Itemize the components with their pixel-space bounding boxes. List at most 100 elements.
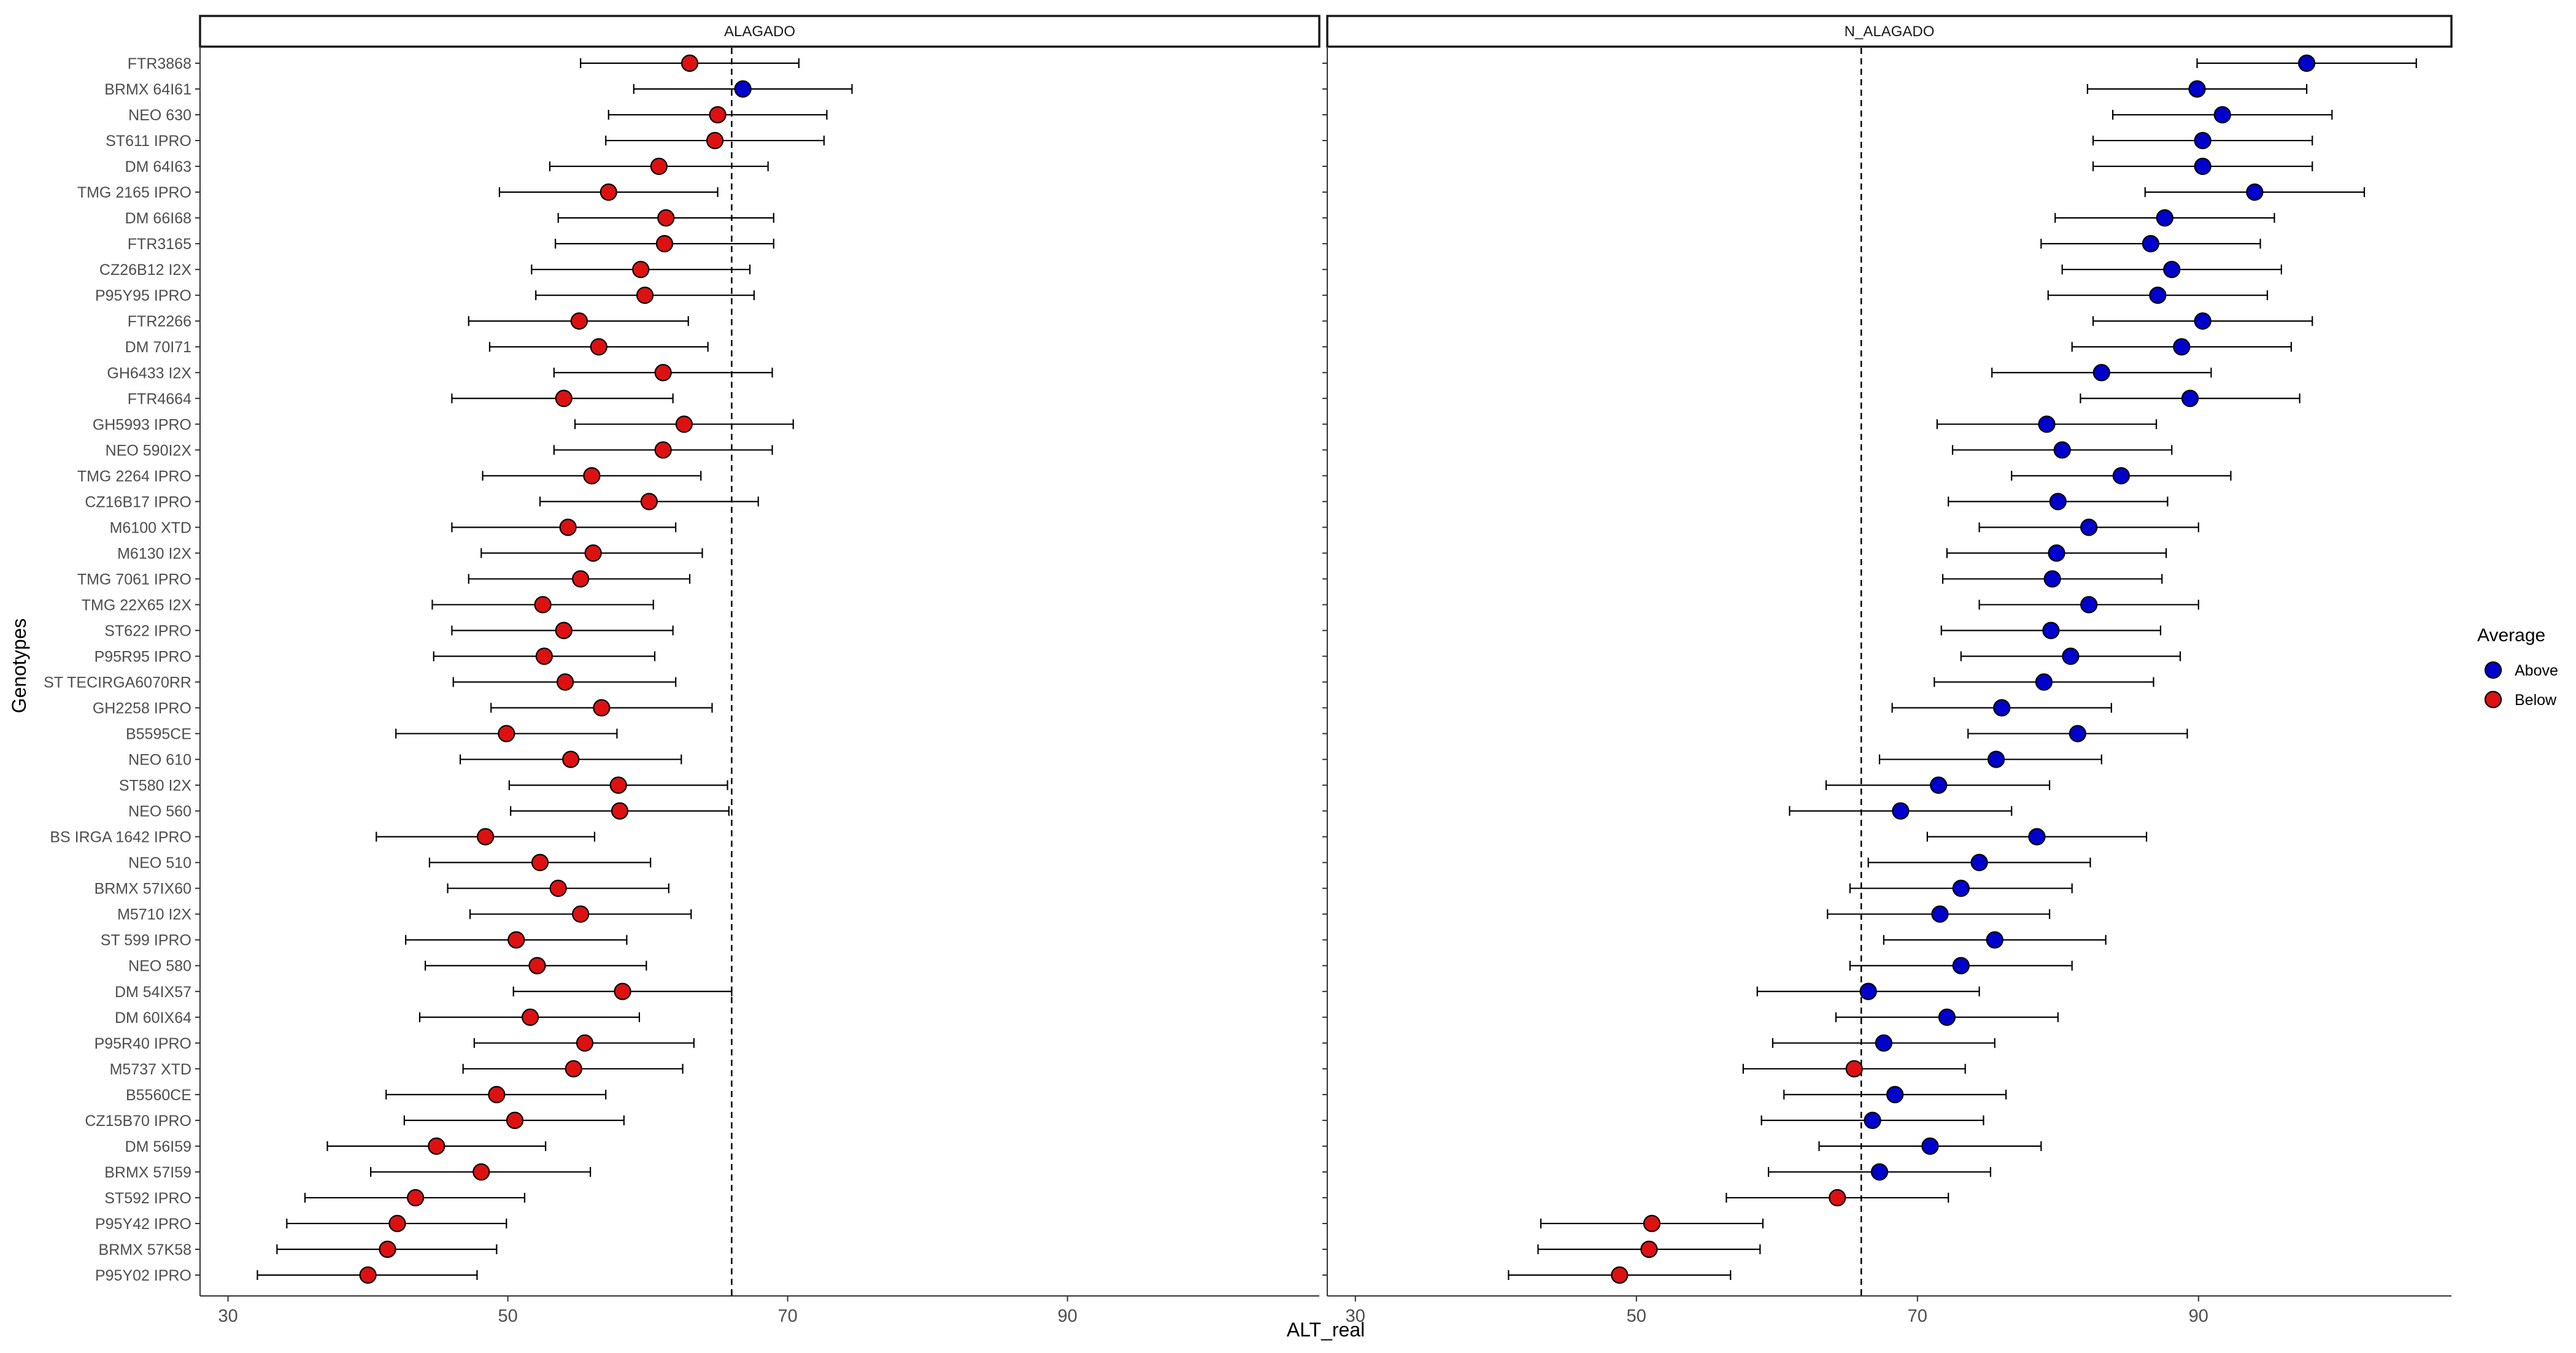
- data-point: [576, 1034, 594, 1052]
- y-tick-label: DM 56I59: [125, 1138, 191, 1155]
- data-point: [1952, 879, 1970, 897]
- y-tick-label: ST 599 IPRO: [101, 932, 191, 949]
- y-tick-label: BRMX 57K58: [99, 1241, 191, 1259]
- data-point: [1859, 982, 1877, 1000]
- data-point: [2028, 828, 2046, 846]
- y-tick-label: DM 64I63: [125, 158, 191, 175]
- x-axis-title: ALT_real: [1287, 1319, 1365, 1341]
- data-point: [709, 106, 727, 124]
- data-point: [535, 647, 553, 665]
- data-point: [614, 982, 631, 1000]
- data-point: [1643, 1214, 1661, 1233]
- data-point: [2173, 338, 2191, 356]
- data-point: [534, 596, 552, 614]
- data-point: [1864, 1111, 1881, 1129]
- data-point: [528, 957, 546, 974]
- y-tick-label: CZ26B12 I2X: [99, 261, 191, 279]
- data-point: [2048, 544, 2065, 562]
- y-axis-title: Genotypes: [8, 619, 30, 714]
- data-point: [1986, 931, 2003, 949]
- data-point: [2298, 54, 2316, 72]
- legend-swatch: [2484, 690, 2502, 709]
- y-tick-label: NEO 510: [128, 855, 191, 872]
- data-point: [1892, 802, 1910, 820]
- y-tick-label: M5710 I2X: [117, 906, 191, 923]
- data-point: [2188, 80, 2206, 98]
- y-tick-label: CZ16B17 IPRO: [85, 493, 191, 511]
- y-tick-label: FTR3165: [128, 236, 191, 253]
- data-point: [1970, 854, 1988, 871]
- data-point: [2049, 493, 2067, 511]
- y-tick-label: NEO 580: [128, 958, 191, 975]
- data-point: [2042, 622, 2060, 639]
- y-tick-label: NEO 610: [128, 752, 191, 769]
- y-tick-label: BS IRGA 1642 IPRO: [50, 829, 191, 846]
- data-point: [2080, 596, 2098, 614]
- y-tick-label: TMG 7061 IPRO: [77, 571, 191, 588]
- y-tick-label: M6130 I2X: [117, 545, 191, 562]
- y-tick-label: DM 54IX57: [115, 984, 191, 1001]
- y-tick-label: NEO 590I2X: [106, 442, 192, 459]
- data-point: [1930, 776, 1948, 794]
- data-point: [650, 157, 668, 175]
- x-tick-label: 90: [1057, 1306, 1077, 1326]
- x-tick-label: 70: [777, 1306, 797, 1326]
- data-point: [590, 338, 607, 356]
- y-tick-label: TMG 2264 IPRO: [77, 468, 191, 485]
- data-point: [507, 931, 525, 949]
- data-point: [2069, 725, 2086, 742]
- y-tick-label: DM 70I71: [125, 339, 191, 356]
- data-point: [2181, 390, 2199, 407]
- data-point: [1993, 699, 2011, 717]
- y-tick-label: BRMX 57IX60: [94, 881, 191, 898]
- data-point: [640, 493, 658, 511]
- y-tick-label: BRMX 64I61: [104, 81, 191, 98]
- y-tick-label: NEO 560: [128, 803, 191, 820]
- data-point: [572, 905, 590, 923]
- y-tick-label: NEO 630: [128, 107, 191, 124]
- y-tick-label: ST580 I2X: [119, 777, 191, 795]
- y-tick-label: TMG 22X65 I2X: [82, 596, 192, 614]
- data-point: [657, 209, 675, 227]
- data-point: [521, 1008, 539, 1026]
- data-point: [472, 1163, 490, 1181]
- data-point: [1875, 1034, 1892, 1052]
- y-tick-label: P95R40 IPRO: [94, 1035, 191, 1052]
- data-point: [555, 390, 573, 407]
- strip-label: ALAGADO: [724, 23, 795, 40]
- data-point: [428, 1137, 445, 1155]
- data-point: [559, 518, 577, 536]
- data-point: [2062, 647, 2080, 665]
- y-tick-label: CZ15B70 IPRO: [85, 1112, 191, 1130]
- data-point: [600, 183, 617, 201]
- y-tick-label: DM 66I68: [125, 210, 191, 227]
- data-point: [2156, 209, 2173, 227]
- data-point: [407, 1189, 425, 1207]
- data-point: [556, 673, 574, 691]
- data-point: [2035, 673, 2053, 691]
- data-point: [565, 1060, 582, 1077]
- y-tick-label: M6100 XTD: [110, 519, 191, 536]
- x-tick-label: 50: [498, 1306, 517, 1326]
- data-point: [2038, 415, 2056, 433]
- x-tick-label: 30: [1346, 1306, 1365, 1326]
- data-point: [654, 441, 672, 459]
- y-tick-label: FTR2266: [128, 313, 191, 330]
- data-point: [570, 312, 588, 330]
- legend-swatch: [2484, 661, 2502, 679]
- data-point: [681, 54, 699, 72]
- data-point: [359, 1266, 377, 1284]
- data-point: [555, 622, 573, 639]
- strip-alagado: [199, 15, 1321, 48]
- data-point: [675, 415, 693, 433]
- legend-label: Below: [2515, 692, 2557, 709]
- y-tick-label: B5560CE: [126, 1087, 191, 1104]
- data-point: [379, 1240, 396, 1259]
- data-point: [654, 364, 672, 382]
- data-point: [1931, 905, 1949, 923]
- y-tick-label: P95Y42 IPRO: [95, 1216, 191, 1233]
- data-point: [531, 854, 549, 871]
- data-point: [655, 235, 674, 253]
